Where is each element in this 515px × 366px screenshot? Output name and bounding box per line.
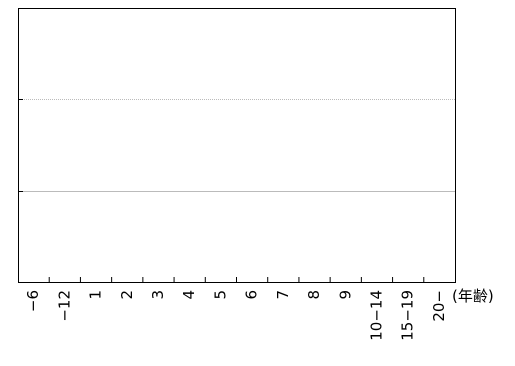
x-tick-label: 15−19	[399, 290, 417, 341]
x-tick-label: 3	[149, 290, 167, 300]
x-tick-label: 1	[87, 290, 105, 300]
x-tick-label: −6	[24, 290, 42, 312]
plot-frame	[18, 8, 456, 283]
x-tick-label: 2	[118, 290, 136, 300]
x-tick-label: 8	[305, 290, 323, 300]
x-axis-label: (年齢)	[452, 287, 494, 305]
x-tick-label: 7	[274, 290, 292, 300]
x-tick-label: −12	[55, 290, 73, 322]
x-tick-label: 5	[211, 290, 229, 300]
x-tick-label: 4	[180, 290, 198, 300]
x-tick-label: 10−14	[367, 290, 385, 341]
x-tick-label: 9	[336, 290, 354, 300]
x-tick-label: 6	[243, 290, 261, 300]
x-tick-label: 20−	[430, 290, 448, 322]
